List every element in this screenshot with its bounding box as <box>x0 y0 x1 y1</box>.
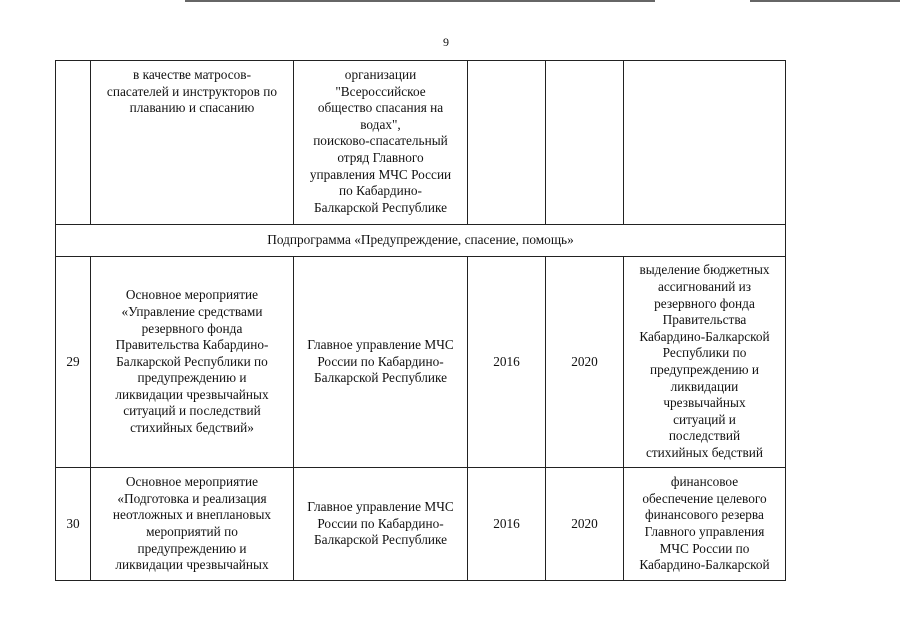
row-number: 29 <box>55 256 91 468</box>
row-executor: Главное управление МЧС России по Кабарди… <box>293 467 468 581</box>
row-start-year <box>467 60 546 225</box>
row-start-year: 2016 <box>467 256 546 468</box>
row-result: финансовое обеспечение целевого финансов… <box>623 467 786 581</box>
row-number: 30 <box>55 467 91 581</box>
row-number <box>55 60 91 225</box>
scan-artifact-line <box>185 0 655 2</box>
row-end-year: 2020 <box>545 256 624 468</box>
row-executor: Главное управление МЧС России по Кабарди… <box>293 256 468 468</box>
subprogram-heading: Подпрограмма «Предупреждение, спасение, … <box>55 224 786 257</box>
row-start-year: 2016 <box>467 467 546 581</box>
row-result <box>623 60 786 225</box>
row-end-year <box>545 60 624 225</box>
row-description: в качестве матросов- спасателей и инстру… <box>90 60 294 225</box>
row-description: Основное мероприятие «Подготовка и реали… <box>90 467 294 581</box>
row-executor: организации "Всероссийское общество спас… <box>293 60 468 225</box>
row-end-year: 2020 <box>545 467 624 581</box>
row-description: Основное мероприятие «Управление средств… <box>90 256 294 468</box>
scan-artifact-line <box>750 0 900 2</box>
page-number: 9 <box>443 35 449 49</box>
row-result: выделение бюджетных ассигнований из резе… <box>623 256 786 468</box>
